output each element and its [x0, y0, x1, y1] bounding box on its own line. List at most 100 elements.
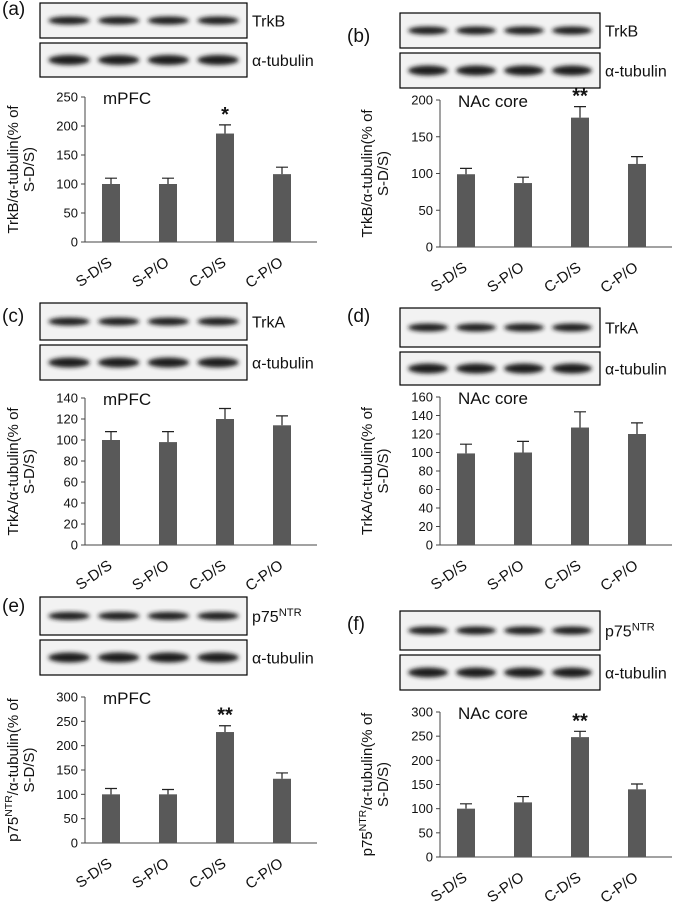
chart-title: mPFC	[103, 89, 151, 108]
significance-mark: **	[572, 710, 588, 732]
bar	[273, 778, 291, 843]
y-tick-label: 200	[411, 753, 433, 768]
blot-band	[197, 612, 239, 620]
y-axis-label: S-D/S)	[21, 747, 38, 792]
y-axis-label-sup: NTR	[3, 795, 15, 817]
blot-label: TrkB	[605, 24, 638, 41]
blot-band	[147, 16, 190, 25]
bar	[628, 434, 646, 545]
y-axis-label: S-D/S)	[375, 762, 392, 807]
x-tick-label: C-D/S	[541, 557, 584, 594]
chart-title: mPFC	[103, 689, 151, 708]
blot-band	[408, 667, 448, 678]
y-tick-label: 250	[56, 90, 78, 105]
x-tick-label: C-P/O	[597, 259, 641, 297]
control-label: α-tubulin	[605, 666, 667, 683]
y-tick-label: 120	[56, 412, 78, 427]
y-axis-label-base: p75	[5, 817, 22, 842]
bar	[273, 174, 291, 242]
x-tick-label: C-P/O	[242, 855, 286, 893]
y-tick-label: 200	[56, 738, 78, 753]
x-tick-label: S-D/S	[428, 259, 471, 296]
blot-band	[456, 65, 496, 76]
y-axis-label: TrkB/α-tubulin(% of	[359, 109, 376, 238]
y-axis-label-rest: /α-tubulin(% of	[5, 697, 22, 795]
error-bar	[631, 422, 643, 434]
error-bar	[460, 443, 472, 454]
blot-label: p75NTR	[252, 607, 302, 626]
error-bar	[105, 177, 117, 184]
chart-title: mPFC	[103, 390, 151, 409]
x-tick-label: S-P/O	[129, 855, 172, 892]
control-label: α-tubulin	[252, 651, 314, 668]
bar	[571, 117, 589, 247]
blot-band	[552, 26, 592, 35]
blot-band	[147, 652, 190, 663]
blot-band	[197, 652, 239, 663]
blot-band	[48, 652, 90, 663]
y-tick-label: 80	[64, 454, 78, 469]
y-tick-label: 200	[56, 119, 78, 134]
error-bar	[105, 431, 117, 440]
bar	[514, 183, 532, 247]
x-tick-label: S-D/S	[428, 557, 471, 594]
blot-band	[97, 16, 140, 25]
blot-band	[147, 612, 190, 620]
panel-label: (d)	[347, 306, 370, 327]
y-tick-label: 100	[56, 177, 78, 192]
error-bar	[276, 415, 288, 426]
bar	[159, 184, 177, 242]
blot-band	[504, 363, 544, 374]
y-tick-label: 0	[71, 836, 78, 851]
blot-band	[408, 626, 448, 635]
blot-band	[408, 65, 448, 76]
bar	[457, 453, 475, 545]
bar	[457, 174, 475, 247]
error-bar	[631, 155, 643, 164]
y-axis-label: S-D/S)	[375, 151, 392, 196]
significance-mark: **	[572, 86, 588, 108]
x-tick-label: C-D/S	[186, 557, 229, 594]
blot-band	[504, 667, 544, 678]
y-axis-label-rest: /α-tubulin(% of	[359, 712, 376, 810]
y-tick-label: 40	[64, 496, 78, 511]
bar	[159, 794, 177, 843]
error-bar	[460, 803, 472, 809]
x-tick-label: S-P/O	[129, 254, 172, 291]
y-tick-label: 140	[411, 408, 433, 423]
y-tick-label: 40	[419, 501, 433, 516]
blot-band	[97, 612, 140, 620]
y-tick-label: 250	[56, 714, 78, 729]
bar	[514, 802, 532, 857]
bar	[571, 427, 589, 545]
control-label: α-tubulin	[605, 362, 667, 379]
x-tick-label: S-D/S	[73, 254, 116, 291]
blot-band	[456, 626, 496, 635]
bar	[628, 789, 646, 857]
x-tick-label: S-D/S	[73, 855, 116, 892]
blot-band	[48, 612, 90, 620]
y-tick-label: 300	[411, 705, 433, 720]
bar	[457, 808, 475, 857]
chart-title: NAc core	[458, 92, 528, 111]
y-tick-label: 160	[411, 390, 433, 405]
error-bar	[574, 411, 586, 428]
significance-mark: **	[217, 705, 233, 727]
bar	[216, 133, 234, 242]
error-bar	[276, 166, 288, 175]
error-bar	[105, 787, 117, 795]
x-tick-label: C-D/S	[541, 259, 584, 296]
blot-band	[408, 363, 448, 374]
error-bar	[219, 725, 231, 733]
y-tick-label: 120	[411, 427, 433, 442]
error-bar	[517, 440, 529, 453]
blot-band	[48, 317, 90, 326]
blot-band	[456, 363, 496, 374]
control-label: α-tubulin	[605, 64, 667, 81]
error-bar	[162, 788, 174, 795]
blot-band	[97, 357, 140, 368]
panel-label: (c)	[2, 306, 24, 327]
blot-band	[197, 16, 239, 25]
control-label: α-tubulin	[252, 356, 314, 373]
